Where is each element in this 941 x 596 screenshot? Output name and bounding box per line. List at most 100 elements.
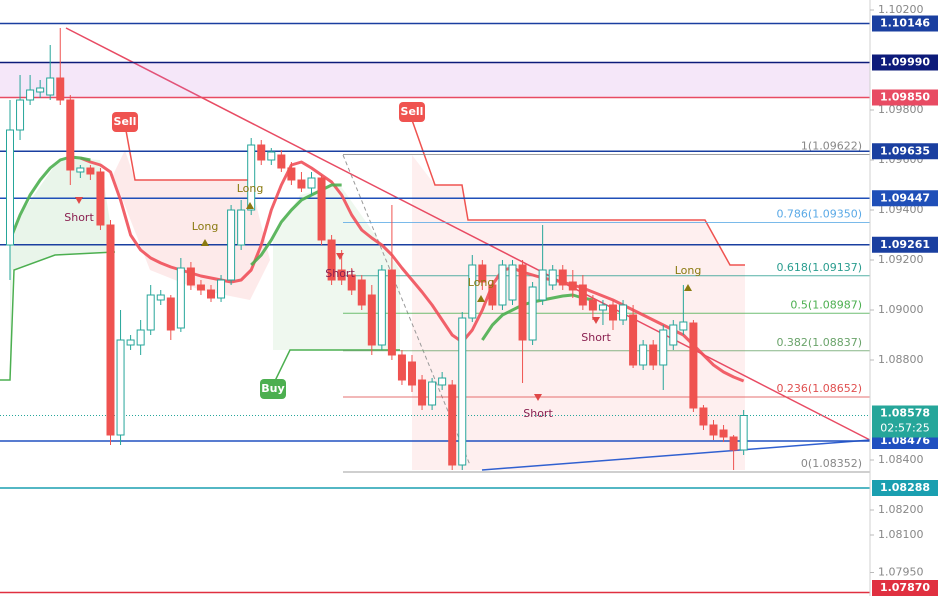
candle-body bbox=[659, 329, 668, 366]
y-tick-label: 1.09800 bbox=[878, 103, 924, 116]
level-box bbox=[872, 54, 938, 71]
fib-label: 0.786(1.09350) bbox=[776, 208, 862, 221]
step-line bbox=[272, 349, 400, 386]
level-box bbox=[872, 15, 938, 32]
candle-body bbox=[438, 377, 447, 386]
level-box bbox=[872, 580, 938, 596]
level-label: 1.09990 bbox=[880, 56, 930, 69]
badge bbox=[399, 102, 425, 122]
candle-body bbox=[598, 304, 607, 311]
signal-arrow bbox=[534, 394, 542, 401]
fib-label: 0.618(1.09137) bbox=[776, 261, 862, 274]
candle-body bbox=[679, 321, 688, 331]
axis-labels: 1.102001.098001.096001.094001.092001.090… bbox=[870, 3, 938, 596]
candle-body bbox=[558, 269, 567, 286]
candle-body bbox=[548, 269, 557, 286]
signal-arrow bbox=[201, 239, 209, 246]
candle-body bbox=[327, 239, 336, 281]
candle-body bbox=[478, 264, 487, 283]
signal-arrow bbox=[246, 202, 254, 209]
level-box bbox=[872, 89, 938, 106]
trend-lines bbox=[65, 27, 871, 471]
candle-body bbox=[649, 344, 658, 366]
signal-label: Long bbox=[192, 220, 219, 233]
candle-body bbox=[619, 304, 628, 321]
candle-body bbox=[357, 279, 366, 306]
candle-body bbox=[46, 77, 55, 96]
candle-body bbox=[508, 264, 517, 301]
moving-average bbox=[250, 183, 342, 267]
candle-body bbox=[317, 177, 326, 241]
y-tick-label: 1.09200 bbox=[878, 253, 924, 266]
candle-body bbox=[307, 177, 316, 189]
current-price-label: 1.08578 bbox=[880, 407, 930, 420]
moving-average bbox=[8, 155, 91, 241]
current-price-box bbox=[872, 405, 938, 438]
fib-label: 1(1.09622) bbox=[801, 140, 862, 153]
level-box bbox=[872, 190, 938, 207]
fib-label: 0.5(1.08987) bbox=[790, 298, 862, 311]
candle-body bbox=[16, 99, 25, 131]
candle-body bbox=[518, 264, 527, 341]
level-label: 1.09447 bbox=[880, 191, 930, 204]
candle-body bbox=[377, 269, 386, 346]
candle-body bbox=[639, 344, 648, 366]
trend-line bbox=[481, 439, 871, 471]
candle-body bbox=[257, 144, 266, 161]
candle-body bbox=[367, 294, 376, 346]
signal-arrow bbox=[684, 284, 692, 291]
candle-body bbox=[237, 209, 246, 246]
candle-body bbox=[247, 144, 256, 211]
candle-body bbox=[227, 209, 236, 281]
candle-body bbox=[337, 269, 346, 281]
signal-arrow bbox=[592, 317, 600, 324]
signal-label: Short bbox=[581, 331, 611, 344]
fib-label: 0.382(1.08837) bbox=[776, 336, 862, 349]
candle-body bbox=[689, 322, 698, 409]
candle-body bbox=[186, 267, 195, 286]
badge-label: Buy bbox=[261, 382, 284, 395]
candle-body bbox=[106, 224, 115, 436]
supertrend bbox=[0, 119, 745, 386]
candle-body bbox=[287, 167, 296, 181]
level-label: 1.09850 bbox=[880, 91, 930, 104]
level-label: 1.10146 bbox=[880, 17, 930, 30]
y-tick-label: 1.08100 bbox=[878, 528, 924, 541]
candle-body bbox=[568, 281, 577, 291]
y-tick-label: 1.09000 bbox=[878, 303, 924, 316]
plot: 1(1.09622) 0.786(1.09350) 0.618(1.09137) 0.… bbox=[0, 22, 870, 594]
candle-body bbox=[709, 424, 718, 436]
candle-body bbox=[267, 151, 276, 161]
candle-body bbox=[468, 264, 477, 319]
level-label: 1.09261 bbox=[880, 238, 930, 251]
candle-body bbox=[166, 297, 175, 331]
candle-body bbox=[196, 284, 205, 291]
signal-label: Short bbox=[325, 267, 355, 280]
candle-body bbox=[297, 179, 306, 189]
candle-body bbox=[146, 294, 155, 331]
candle-body bbox=[578, 284, 587, 306]
step-line bbox=[0, 251, 116, 381]
candle-body bbox=[588, 299, 597, 311]
candle-body bbox=[699, 407, 708, 426]
candle-body bbox=[729, 436, 738, 451]
candle-body bbox=[458, 317, 467, 466]
level-label: 1.07870 bbox=[880, 581, 930, 594]
candle-body bbox=[448, 384, 457, 466]
level-box bbox=[872, 480, 938, 496]
signal-arrow bbox=[75, 197, 83, 204]
candle-body bbox=[6, 129, 14, 246]
candle-body bbox=[347, 274, 356, 291]
candle-body bbox=[136, 329, 145, 346]
candle-body bbox=[669, 324, 678, 346]
candle-body bbox=[528, 286, 537, 341]
trend-line bbox=[65, 27, 871, 441]
candle-body bbox=[207, 289, 215, 299]
candle-body bbox=[277, 154, 286, 169]
candle-body bbox=[538, 269, 547, 301]
candle-body bbox=[116, 339, 125, 436]
candle-body bbox=[418, 379, 427, 406]
buy-zone bbox=[10, 158, 115, 380]
signal-label: Short bbox=[64, 211, 94, 224]
